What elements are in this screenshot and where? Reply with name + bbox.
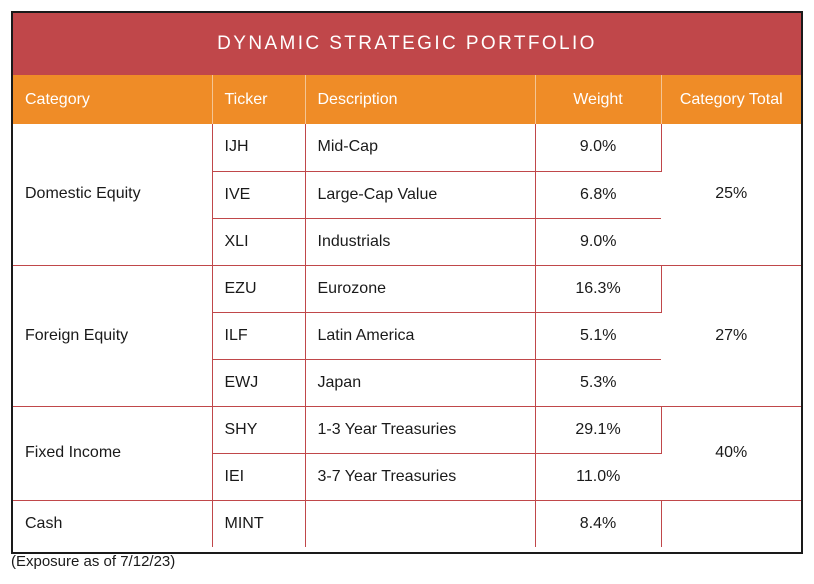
table-row: IEI 3-7 Year Treasuries 11.0%	[13, 453, 801, 501]
ticker-cell: EZU	[212, 265, 306, 313]
category-total-cell: 40%	[661, 406, 801, 501]
description-cell: Japan	[305, 359, 536, 407]
header-ticker: Ticker	[212, 75, 306, 124]
ticker-cell: MINT	[212, 500, 306, 547]
header-category: Category	[13, 75, 213, 124]
table-row: Cash MINT 8.4%	[13, 500, 801, 547]
weight-cell: 29.1%	[535, 406, 662, 454]
table-body: Domestic Equity IJH Mid-Cap 9.0% 25% IVE Large…	[13, 124, 801, 547]
weight-cell: 11.0%	[535, 453, 661, 501]
header-row: Category Ticker Description Weight Categ…	[13, 75, 801, 124]
weight-cell: 9.0%	[535, 124, 662, 172]
exposure-footnote: (Exposure as of 7/12/23)	[11, 553, 176, 570]
portfolio-table-frame: DYNAMIC STRATEGIC PORTFOLIO Category Tic…	[11, 11, 803, 554]
table-title: DYNAMIC STRATEGIC PORTFOLIO	[13, 13, 801, 75]
category-cell: Fixed Income	[13, 406, 213, 501]
description-cell: 1-3 Year Treasuries	[305, 406, 536, 454]
category-total-cell: 27%	[661, 265, 801, 407]
weight-cell: 16.3%	[535, 265, 662, 313]
portfolio-table: Category Ticker Description Weight Categ…	[13, 75, 801, 547]
ticker-cell: IVE	[212, 171, 306, 219]
weight-cell: 8.4%	[535, 500, 662, 547]
ticker-cell: SHY	[212, 406, 306, 454]
weight-cell: 9.0%	[535, 218, 661, 266]
description-cell: Industrials	[305, 218, 536, 266]
category-cell: Foreign Equity	[13, 265, 213, 407]
description-cell	[305, 500, 536, 547]
weight-cell: 6.8%	[535, 171, 661, 219]
ticker-cell: XLI	[212, 218, 306, 266]
ticker-cell: IEI	[212, 453, 306, 501]
table-header: Category Ticker Description Weight Categ…	[13, 75, 801, 124]
header-description: Description	[305, 75, 536, 124]
weight-cell: 5.3%	[535, 359, 661, 407]
table-row: EWJ Japan 5.3%	[13, 359, 801, 407]
description-cell: 3-7 Year Treasuries	[305, 453, 536, 501]
category-total-cell: 25%	[661, 124, 801, 266]
category-total-cell	[661, 500, 801, 547]
description-cell: Large-Cap Value	[305, 171, 536, 219]
category-cell: Domestic Equity	[13, 124, 213, 266]
weight-cell: 5.1%	[535, 312, 661, 360]
header-weight: Weight	[535, 75, 662, 124]
table-row: Foreign Equity EZU Eurozone 16.3% 27%	[13, 265, 801, 407]
ticker-cell: ILF	[212, 312, 306, 360]
table-row: IVE Large-Cap Value 6.8%	[13, 171, 801, 219]
table-row: Fixed Income SHY 1-3 Year Treasuries 29.1% 4…	[13, 406, 801, 501]
header-category-total: Category Total	[661, 75, 801, 124]
description-cell: Mid-Cap	[305, 124, 536, 172]
description-cell: Eurozone	[305, 265, 536, 313]
table-row: ILF Latin America 5.1%	[13, 312, 801, 360]
ticker-cell: EWJ	[212, 359, 306, 407]
table-row: XLI Industrials 9.0%	[13, 218, 801, 266]
ticker-cell: IJH	[212, 124, 306, 172]
table-row: Domestic Equity IJH Mid-Cap 9.0% 25%	[13, 124, 801, 266]
category-cell: Cash	[13, 500, 213, 547]
description-cell: Latin America	[305, 312, 536, 360]
